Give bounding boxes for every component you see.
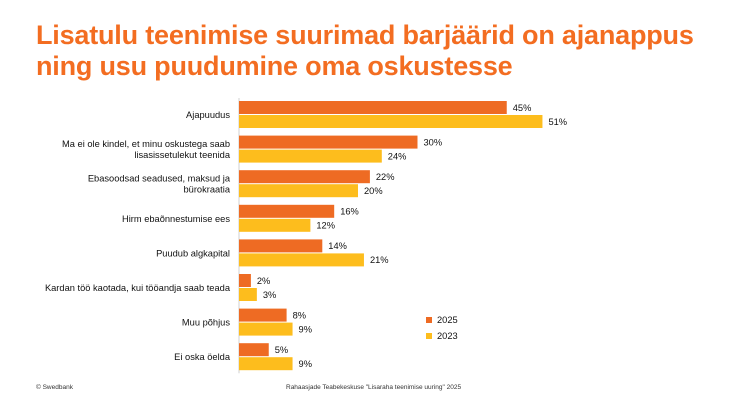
- bar-2025: [239, 308, 287, 322]
- data-label-2025: 14%: [328, 241, 347, 251]
- category-label: Ebasoodsad seadused, maksud ja: [88, 174, 231, 184]
- data-label-2023: 24%: [388, 151, 407, 161]
- bar-2023: [239, 218, 311, 232]
- data-label-2023: 9%: [299, 359, 312, 369]
- data-label-2025: 22%: [376, 172, 395, 182]
- data-label-2023: 21%: [370, 255, 389, 265]
- category-label: Ma ei ole kindel, et minu oskustega saab: [62, 139, 230, 149]
- bar-2025: [239, 135, 418, 149]
- bar-2023: [239, 288, 257, 301]
- data-label-2025: 2%: [257, 276, 270, 286]
- data-label-2025: 8%: [293, 310, 306, 320]
- data-label-2025: 45%: [513, 103, 532, 113]
- category-label: Hirm ebaõnnestumise ees: [122, 214, 230, 224]
- bar-2025: [239, 239, 323, 253]
- chart-title-line-2: ning usu puudumine oma oskustesse: [36, 51, 513, 81]
- data-label-2023: 3%: [263, 290, 276, 300]
- data-label-2023: 51%: [548, 117, 567, 127]
- category-label: bürokraatia: [183, 185, 230, 195]
- category-label: Kardan töö kaotada, kui tööandja saab te…: [45, 283, 231, 293]
- bar-2025: [239, 343, 269, 357]
- category-label: lisasissetulekut teenida: [134, 150, 230, 160]
- bar-2023: [239, 322, 293, 336]
- chart-title: Lisatulu teenimise suurimad barjäärid on…: [36, 20, 726, 82]
- bar-2025: [239, 204, 335, 218]
- category-label: Muu põhjus: [182, 318, 230, 328]
- legend-swatch-2023: [426, 333, 432, 339]
- legend-label-2023: 2023: [437, 331, 458, 341]
- category-label: Puudub algkapital: [156, 248, 230, 258]
- bar-2025: [239, 101, 507, 114]
- bar-2025: [239, 170, 370, 184]
- data-label-2025: 16%: [340, 207, 359, 217]
- data-label-2025: 5%: [275, 345, 288, 355]
- bar-2023: [239, 184, 358, 198]
- data-label-2023: 20%: [364, 186, 383, 196]
- data-label-2023: 12%: [316, 221, 335, 231]
- chart-title-line-1: Lisatulu teenimise suurimad barjäärid on…: [36, 20, 694, 50]
- legend-label-2025: 2025: [437, 315, 458, 325]
- bar-2023: [239, 149, 382, 163]
- copyright-text: © Swedbank: [36, 384, 73, 391]
- legend-swatch-2025: [426, 317, 432, 323]
- data-label-2023: 9%: [299, 324, 312, 334]
- category-label: Ajapuudus: [186, 110, 230, 120]
- data-label-2025: 30%: [424, 137, 443, 147]
- bar-2023: [239, 357, 293, 371]
- source-text: Rahaasjade Teabekeskuse "Lisaraha teenim…: [286, 384, 462, 391]
- category-label: Ei oska öelda: [174, 352, 231, 362]
- bar-2023: [239, 253, 364, 267]
- bar-2025: [239, 274, 251, 287]
- bar-2023: [239, 115, 543, 128]
